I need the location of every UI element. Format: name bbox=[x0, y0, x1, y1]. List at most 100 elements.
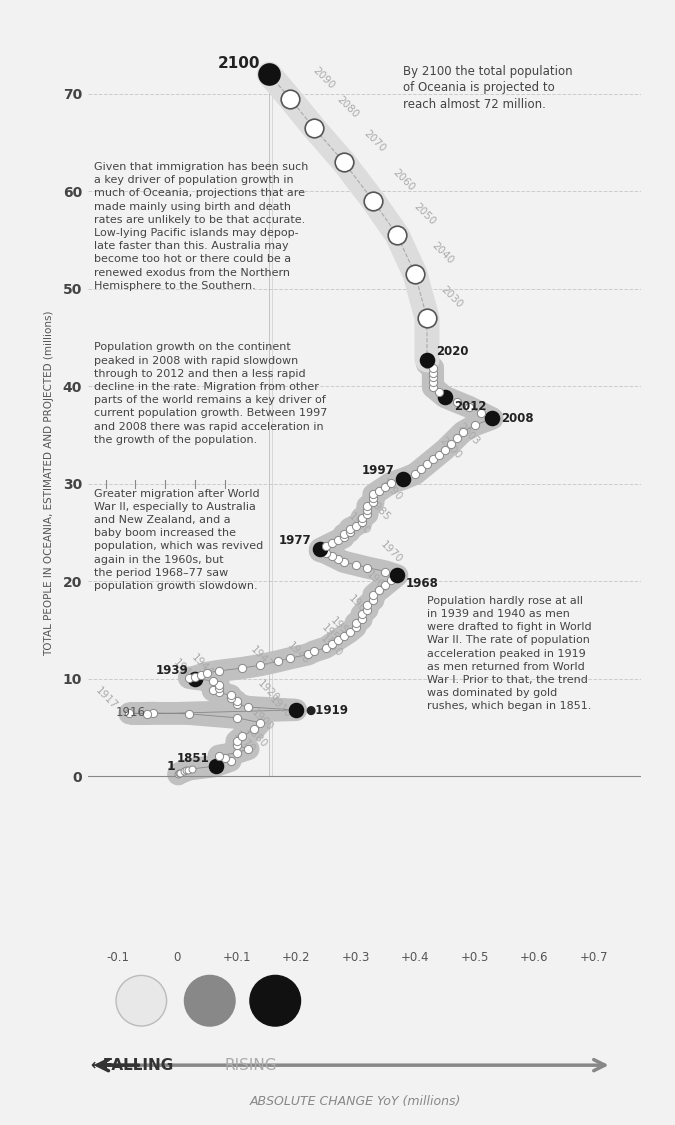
Point bbox=[285, 90, 296, 108]
Point bbox=[338, 552, 349, 570]
Point bbox=[362, 497, 373, 515]
Point bbox=[338, 627, 349, 645]
Text: +0.7: +0.7 bbox=[579, 951, 608, 964]
Text: 1968: 1968 bbox=[406, 577, 439, 591]
Point bbox=[243, 740, 254, 758]
Point bbox=[439, 441, 450, 459]
Point bbox=[362, 559, 373, 577]
Point bbox=[213, 678, 224, 696]
Ellipse shape bbox=[116, 975, 167, 1026]
Point bbox=[368, 489, 379, 507]
Point bbox=[427, 378, 438, 396]
Point bbox=[427, 359, 438, 377]
Point bbox=[184, 705, 194, 723]
Point bbox=[175, 764, 186, 782]
Point bbox=[350, 556, 361, 574]
Text: 2050: 2050 bbox=[412, 201, 438, 227]
Point bbox=[422, 351, 433, 369]
Point bbox=[225, 686, 236, 704]
Point bbox=[180, 762, 191, 780]
Point bbox=[422, 354, 433, 372]
Point bbox=[315, 540, 325, 558]
Point bbox=[410, 465, 421, 483]
Point bbox=[350, 614, 361, 632]
Point bbox=[427, 363, 438, 381]
Point bbox=[380, 562, 391, 580]
Ellipse shape bbox=[184, 975, 235, 1026]
Point bbox=[182, 760, 193, 778]
Point bbox=[142, 705, 153, 723]
Point bbox=[452, 429, 462, 447]
Point bbox=[243, 698, 254, 716]
Text: 1948: 1948 bbox=[286, 640, 311, 666]
Point bbox=[410, 266, 421, 284]
Point bbox=[344, 520, 355, 538]
Point bbox=[433, 446, 444, 463]
Point bbox=[179, 763, 190, 781]
Point bbox=[356, 508, 367, 526]
Point bbox=[422, 309, 433, 327]
Point bbox=[452, 393, 462, 411]
Text: 1917: 1917 bbox=[94, 685, 119, 711]
Text: 1955: 1955 bbox=[329, 615, 354, 641]
Point bbox=[332, 550, 343, 568]
Point bbox=[321, 544, 331, 562]
Point bbox=[416, 460, 427, 478]
Text: Greater migration after World
War II, especially to Australia
and New Zealand, a: Greater migration after World War II, es… bbox=[94, 488, 263, 591]
Point bbox=[213, 676, 224, 694]
Text: By 2100 the total population
of Oceania is projected to
reach almost 72 million.: By 2100 the total population of Oceania … bbox=[403, 64, 573, 111]
Point bbox=[368, 591, 379, 609]
Point bbox=[213, 662, 224, 680]
Point bbox=[446, 434, 456, 452]
Point bbox=[338, 529, 349, 547]
Point bbox=[386, 474, 397, 492]
Text: 1990: 1990 bbox=[378, 477, 404, 503]
Point bbox=[148, 704, 159, 722]
Point bbox=[350, 516, 361, 534]
Point bbox=[368, 192, 379, 210]
Point bbox=[231, 736, 242, 754]
Point bbox=[225, 752, 236, 770]
Point bbox=[362, 505, 373, 523]
Text: 2000: 2000 bbox=[437, 435, 463, 461]
Text: 2100: 2100 bbox=[218, 56, 261, 71]
Text: 2008: 2008 bbox=[502, 412, 534, 425]
Text: -0.1: -0.1 bbox=[106, 951, 129, 964]
Point bbox=[338, 153, 349, 171]
Point bbox=[327, 534, 338, 552]
Y-axis label: TOTAL PEOPLE IN OCEANIA, ESTIMATED AND PROJECTED (millions): TOTAL PEOPLE IN OCEANIA, ESTIMATED AND P… bbox=[45, 310, 55, 657]
Point bbox=[362, 501, 373, 519]
Point bbox=[398, 470, 408, 488]
Point bbox=[196, 666, 207, 684]
Point bbox=[368, 486, 379, 504]
Text: +0.2: +0.2 bbox=[281, 951, 310, 964]
Text: 1947: 1947 bbox=[248, 645, 274, 670]
Text: 2060: 2060 bbox=[392, 168, 417, 194]
Point bbox=[190, 668, 200, 686]
Text: Population hardly rose at all
in 1939 and 1940 as men
were drafted to fight in W: Population hardly rose at all in 1939 an… bbox=[427, 596, 591, 711]
Point bbox=[380, 576, 391, 594]
Point bbox=[213, 683, 224, 701]
Point bbox=[344, 623, 355, 641]
Point bbox=[237, 659, 248, 677]
Text: 1953: 1953 bbox=[320, 623, 346, 648]
Text: ←FALLING: ←FALLING bbox=[90, 1058, 174, 1072]
Text: 2003: 2003 bbox=[456, 421, 481, 447]
Text: 1950: 1950 bbox=[319, 633, 344, 659]
Point bbox=[332, 631, 343, 649]
Text: 1940: 1940 bbox=[171, 657, 197, 683]
Text: 1880: 1880 bbox=[244, 724, 269, 750]
Point bbox=[321, 537, 331, 555]
Text: 1920: 1920 bbox=[256, 678, 281, 704]
Text: RISING: RISING bbox=[225, 1058, 277, 1072]
Text: 0: 0 bbox=[173, 951, 181, 964]
Point bbox=[308, 119, 319, 137]
Point bbox=[315, 542, 325, 560]
Text: 1851: 1851 bbox=[177, 753, 210, 765]
Point bbox=[362, 601, 373, 619]
Text: 1960: 1960 bbox=[347, 594, 373, 619]
Text: 1939: 1939 bbox=[156, 664, 189, 677]
Text: 1: 1 bbox=[167, 760, 176, 773]
Text: 1965: 1965 bbox=[364, 569, 390, 595]
Point bbox=[469, 416, 480, 434]
